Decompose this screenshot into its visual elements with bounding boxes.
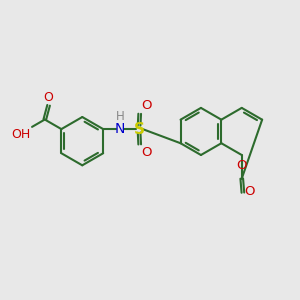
- Text: O: O: [142, 99, 152, 112]
- Text: N: N: [115, 122, 125, 136]
- Text: O: O: [244, 185, 255, 198]
- Text: O: O: [236, 158, 247, 172]
- Text: H: H: [116, 110, 124, 123]
- Text: OH: OH: [11, 128, 30, 141]
- Text: O: O: [142, 146, 152, 159]
- Text: O: O: [44, 91, 53, 103]
- Text: S: S: [134, 122, 145, 136]
